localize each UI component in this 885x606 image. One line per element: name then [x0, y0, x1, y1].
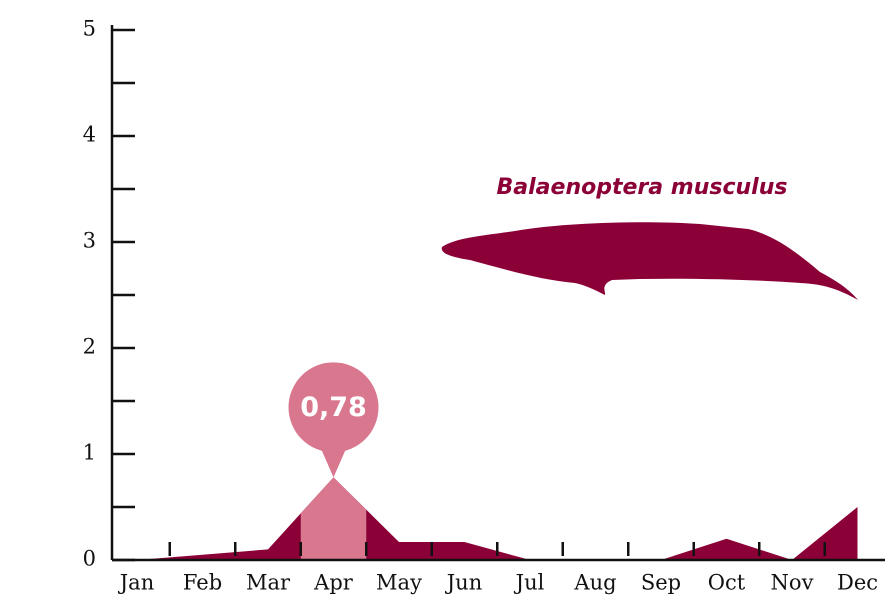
y-tick-label: 3: [83, 229, 96, 253]
value-label: 0,78: [300, 392, 367, 423]
x-tick-label: Nov: [771, 571, 814, 595]
y-tick-label: 1: [83, 441, 96, 465]
x-tick-label: Feb: [183, 571, 222, 595]
y-tick-label: 4: [83, 123, 96, 147]
x-tick-label: Apr: [313, 571, 354, 595]
annotation: Balaenoptera musculus: [497, 175, 788, 200]
x-tick-label: Jun: [445, 571, 482, 595]
y-tick-label: 2: [83, 335, 96, 359]
highlight-area: [301, 477, 367, 560]
x-tick-label: May: [376, 571, 422, 595]
x-tick-label: Jul: [514, 571, 545, 595]
x-tick-label: Oct: [708, 571, 746, 595]
x-tick-label: Dec: [837, 571, 878, 595]
y-tick-label: 5: [83, 17, 96, 41]
x-tick-label: Aug: [573, 571, 616, 595]
page: {"chart_data": {"type": "area", "categor…: [0, 0, 885, 606]
x-tick-label: Jan: [118, 571, 154, 595]
chart: Balaenoptera musculus 0 1 2 3 4 5 0,78 Jan Feb Ma…: [0, 0, 885, 606]
whale-icon: [442, 222, 858, 300]
y-tick-label: 0: [83, 547, 96, 571]
x-tick-label: Mar: [246, 571, 291, 595]
x-tick-label: Sep: [641, 571, 681, 595]
